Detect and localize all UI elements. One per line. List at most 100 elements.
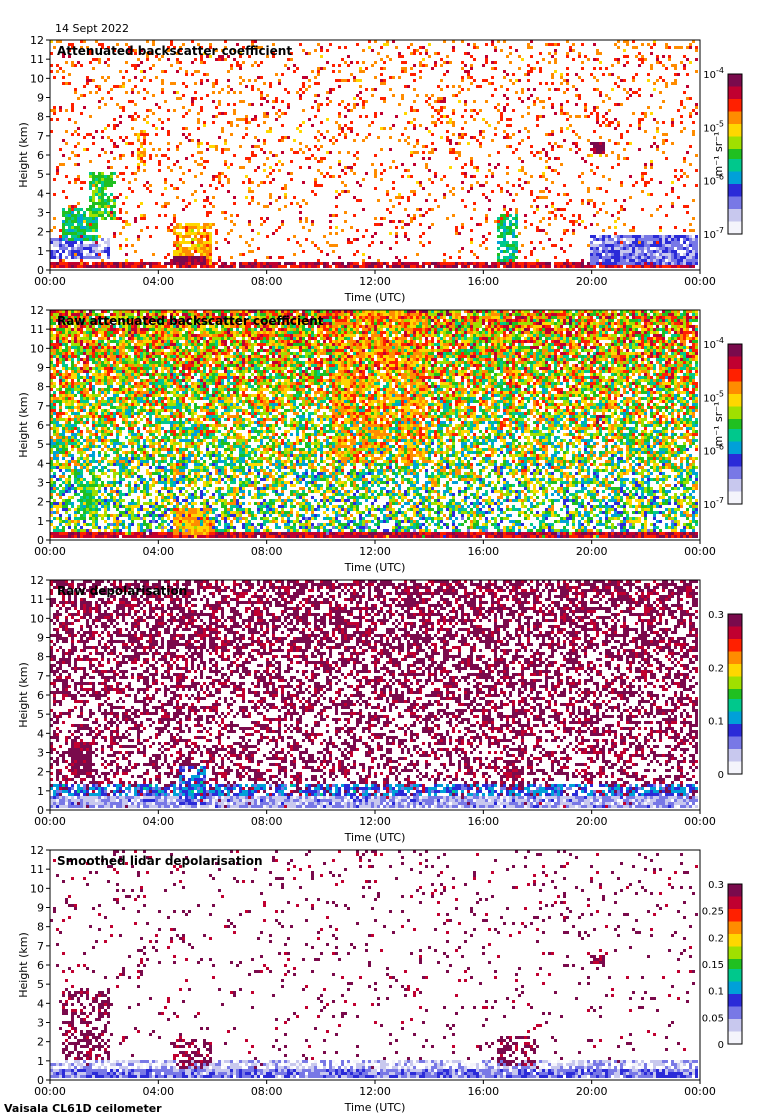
x-tick-label: 00:00	[34, 1085, 66, 1098]
colorbar-segment	[728, 386, 742, 390]
colorbar-tick-exponent: -5	[716, 119, 724, 128]
colorbar-segment	[728, 91, 742, 95]
colorbar-segment	[728, 466, 742, 470]
colorbar-segment	[728, 229, 742, 233]
colorbar-segment	[728, 721, 742, 725]
x-tick-label: 16:00	[467, 275, 499, 288]
colorbar-segment	[728, 169, 742, 173]
colorbar-segment	[728, 401, 742, 405]
colorbar-segment	[728, 471, 742, 475]
colorbar-segment	[728, 444, 742, 448]
y-axis-label: Height (km)	[17, 122, 30, 188]
colorbar-segment	[728, 714, 742, 718]
colorbar-segment	[728, 211, 742, 215]
colorbar-segment	[728, 726, 742, 730]
y-tick-label: 11	[30, 53, 44, 66]
colorbar-tick-base: 0	[718, 770, 724, 781]
colorbar-tick-label: 10-6	[703, 443, 724, 458]
colorbar-segment	[728, 486, 742, 490]
heatmap-cells	[50, 580, 698, 808]
colorbar-segment	[728, 364, 742, 368]
colorbar-tick-exponent: -7	[716, 226, 724, 235]
heatmap-layer-1	[50, 850, 698, 1069]
colorbar-segment	[728, 949, 742, 953]
x-tick-label: 12:00	[359, 545, 391, 558]
heatmap-layer-2	[50, 580, 698, 808]
colorbar-segment	[728, 691, 742, 695]
colorbar-segment	[728, 651, 742, 655]
y-tick-label: 3	[37, 747, 44, 760]
colorbar-segment	[728, 989, 742, 993]
y-tick-label: 0	[37, 534, 44, 547]
colorbar-tick-base: 0.2	[708, 933, 724, 944]
x-tick-label: 20:00	[576, 815, 608, 828]
colorbar-tick-exponent: -7	[716, 496, 724, 505]
colorbar-segment	[728, 384, 742, 388]
colorbar: 0.3 0.25 0.2 0.15 0.1 0.05 0	[702, 880, 743, 1051]
x-tick-label: 00:00	[684, 275, 716, 288]
colorbar-segment	[728, 199, 742, 203]
colorbar-segment	[728, 184, 742, 188]
colorbar-segment	[728, 996, 742, 1000]
colorbar-segment	[728, 421, 742, 425]
colorbar-segment	[728, 144, 742, 148]
colorbar-segment	[728, 1014, 742, 1018]
colorbar-segment	[728, 104, 742, 108]
colorbar-tick-label: 0	[718, 1040, 724, 1051]
colorbar-tick-base: 0.25	[702, 907, 724, 918]
colorbar-segment	[728, 1036, 742, 1040]
colorbar-segment	[728, 469, 742, 473]
colorbar-segment	[728, 729, 742, 733]
x-tick-label: 08:00	[251, 1085, 283, 1098]
panel-title: Raw attenuated backscatter coefficient	[57, 314, 324, 328]
colorbar-tick-label: 0.25	[702, 907, 724, 918]
colorbar-segment	[728, 724, 742, 728]
colorbar-segment	[728, 159, 742, 163]
colorbar-segment	[728, 1001, 742, 1005]
x-tick-label: 04:00	[142, 815, 174, 828]
colorbar-segment	[728, 164, 742, 168]
x-tick-label: 16:00	[467, 815, 499, 828]
y-tick-label: 7	[37, 130, 44, 143]
colorbar-tick-base: 0.1	[708, 717, 724, 728]
colorbar-segment	[728, 954, 742, 958]
colorbar-segment	[728, 964, 742, 968]
y-tick-label: 6	[37, 149, 44, 162]
colorbar-segment	[728, 961, 742, 965]
y-axis-label: Height (km)	[17, 932, 30, 998]
colorbar-segment	[728, 701, 742, 705]
y-tick-label: 11	[30, 323, 44, 336]
colorbar-segment	[728, 391, 742, 395]
colorbar-segment	[728, 134, 742, 138]
colorbar-segment	[728, 456, 742, 460]
colorbar-segment	[728, 621, 742, 625]
colorbar-segment	[728, 166, 742, 170]
colorbar-segment	[728, 191, 742, 195]
y-tick-label: 2	[37, 226, 44, 239]
y-tick-label: 11	[30, 863, 44, 876]
instrument-footer: Vaisala CL61D ceilometer	[4, 1102, 162, 1115]
colorbar-segment	[728, 744, 742, 748]
colorbar-tick-base: 0.3	[708, 610, 724, 621]
y-tick-label: 3	[37, 477, 44, 490]
colorbar-segment	[728, 496, 742, 500]
x-tick-label: 08:00	[251, 815, 283, 828]
y-tick-label: 6	[37, 689, 44, 702]
colorbar-tick-label: 0.2	[708, 663, 724, 674]
colorbar-tick-exponent: -5	[716, 389, 724, 398]
y-tick-label: 4	[37, 187, 44, 200]
x-tick-label: 12:00	[359, 1085, 391, 1098]
colorbar-segment	[728, 764, 742, 768]
colorbar-tick-base: 0.05	[702, 1013, 724, 1024]
colorbar-segment	[728, 706, 742, 710]
colorbar-tick-base: 10	[703, 123, 716, 134]
y-tick-label: 4	[37, 727, 44, 740]
colorbar-segment	[728, 411, 742, 415]
colorbar-segment	[728, 1024, 742, 1028]
colorbar-segment	[728, 999, 742, 1003]
colorbar-tick-exponent: -6	[716, 173, 724, 182]
colorbar-segment	[728, 711, 742, 715]
colorbar-segment	[728, 981, 742, 985]
colorbar-segment	[728, 696, 742, 700]
colorbar-segment	[728, 926, 742, 930]
